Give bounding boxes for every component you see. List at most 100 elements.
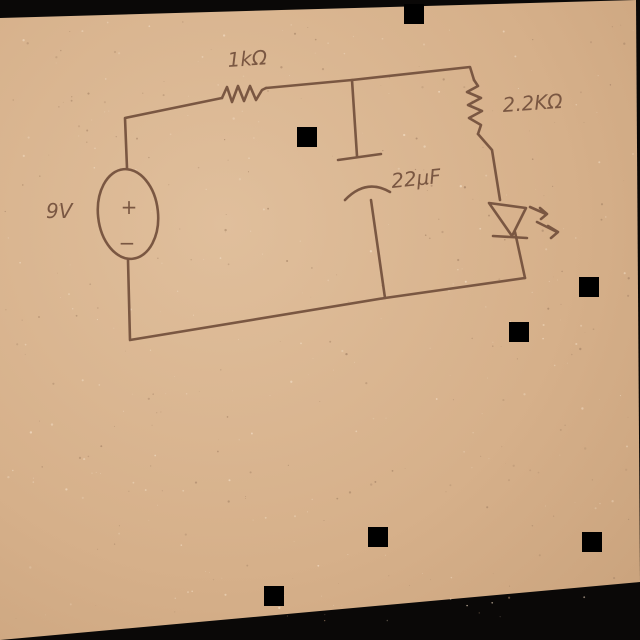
paper-speck [327, 42, 329, 44]
paper-speck [597, 74, 599, 77]
paper-speck [365, 382, 368, 385]
paper-speck [180, 544, 183, 546]
paper-speck [81, 30, 84, 33]
capacitor-22uf [336, 152, 392, 202]
paper-speck [547, 307, 550, 310]
paper-speck [314, 38, 317, 41]
wire-right-bottom [513, 230, 527, 280]
paper-speck [257, 121, 260, 123]
paper-speck [560, 303, 562, 305]
resistor-2-2k [465, 78, 484, 136]
paper-speck [423, 145, 426, 148]
paper-speck [466, 604, 468, 607]
paper-speck [135, 169, 137, 171]
paper-speck [163, 81, 165, 82]
paper-speck [22, 39, 25, 42]
paper-speck [232, 390, 233, 392]
paper-speckles [4, 21, 634, 622]
paper-speck [227, 159, 229, 161]
paper-speck [21, 319, 23, 321]
paper-speck [430, 184, 433, 187]
paper-speck [623, 272, 626, 275]
paper-speck [336, 274, 338, 276]
occlusion-blocks [264, 4, 602, 606]
paper-speck [529, 130, 530, 132]
paper-speck [125, 350, 126, 352]
paper-speck [542, 337, 544, 340]
paper-speck [563, 228, 565, 230]
wires [123, 65, 527, 342]
paper-speck [341, 349, 344, 353]
paper-speck [194, 481, 198, 484]
paper-speck [58, 106, 60, 108]
paper-speck [384, 554, 386, 556]
paper-speck [491, 601, 494, 604]
paper-speck [429, 579, 431, 581]
paper-speck [464, 280, 467, 283]
paper-speck [488, 214, 490, 217]
paper-speck [382, 149, 384, 152]
paper-speck [278, 606, 281, 610]
paper-speck [224, 139, 226, 141]
paper-speck [479, 227, 482, 230]
paper-speck [512, 464, 515, 467]
paper-speck [136, 137, 138, 140]
paper-speck [347, 301, 349, 303]
paper-speck [282, 30, 283, 31]
paper-speck [598, 161, 601, 164]
paper-speck [148, 156, 150, 159]
paper-speck [557, 279, 559, 281]
paper-speck [151, 424, 153, 426]
paper-speck [463, 186, 467, 189]
paper-speck [488, 458, 490, 460]
paper-speck [553, 364, 556, 367]
paper-speck [77, 125, 81, 128]
paper-speck [292, 577, 294, 579]
paper-speck [280, 66, 283, 69]
paper-speck [327, 279, 330, 282]
paper-speck [311, 267, 313, 269]
paper-speck [225, 214, 227, 216]
paper-speck [508, 585, 511, 587]
paper-speck [321, 68, 325, 71]
paper-speck [161, 262, 163, 264]
paper-speck [374, 480, 377, 483]
paper-speck [560, 319, 561, 321]
paper-speck [81, 379, 84, 382]
paper-speck [545, 505, 546, 507]
paper-speck [267, 90, 269, 92]
paper-speck [128, 490, 130, 492]
paper-speck [332, 155, 333, 157]
paper-speck [623, 180, 625, 182]
wire-right-mid [476, 132, 502, 202]
paper-speck [514, 55, 517, 58]
paper-speck [559, 428, 562, 431]
paper-speck [487, 377, 488, 379]
paper-speck [492, 573, 494, 575]
paper-speck [249, 471, 252, 474]
label-resistor-1: 1kΩ [227, 45, 269, 72]
paper-speck [65, 488, 68, 491]
paper-speck [492, 341, 494, 343]
paper-speck [130, 308, 133, 311]
paper-speck [548, 280, 550, 283]
paper-speck [388, 224, 389, 226]
wire-top-middle [264, 65, 476, 90]
paper-speck [472, 198, 474, 200]
paper-speck [185, 392, 188, 395]
paper-speck [78, 135, 80, 137]
paper-speck [502, 399, 505, 402]
paper-speck [97, 548, 99, 550]
paper-speck [286, 615, 288, 617]
paper-speck [516, 358, 518, 360]
paper-speck [87, 455, 90, 458]
paper-speck [427, 176, 429, 178]
paper-speck [100, 445, 103, 448]
paper-speck [611, 26, 614, 28]
wire-top-left [123, 96, 224, 170]
paper-speck [381, 37, 384, 40]
paper-speck [575, 342, 578, 346]
paper-speck [148, 519, 150, 521]
paper-speck [103, 101, 106, 104]
paper-speck [531, 525, 534, 527]
